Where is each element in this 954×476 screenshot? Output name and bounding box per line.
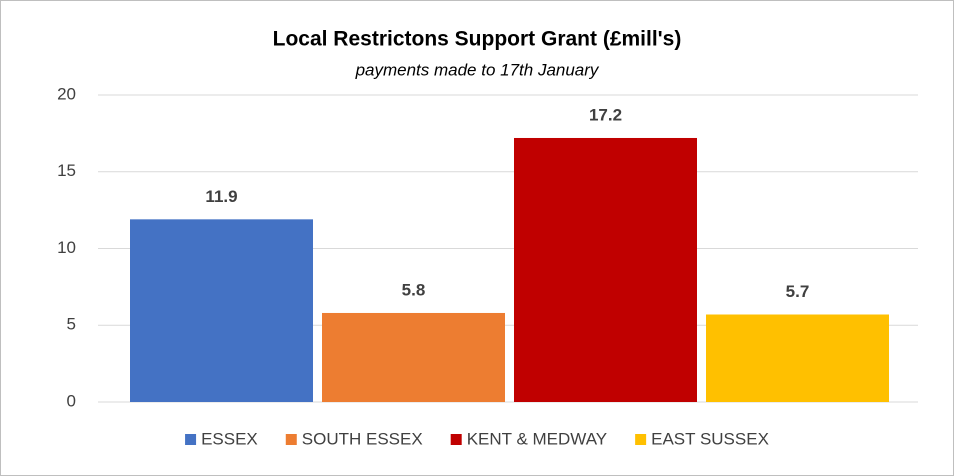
y-tick-label: 15 xyxy=(57,161,76,180)
data-label: 5.7 xyxy=(786,282,810,301)
bar xyxy=(706,314,889,402)
bar xyxy=(514,137,697,403)
legend-label: KENT & MEDWAY xyxy=(467,429,607,448)
y-tick-label: 5 xyxy=(67,315,76,334)
data-label: 17.2 xyxy=(589,105,622,124)
legend-label: ESSEX xyxy=(201,429,258,448)
legend-swatch xyxy=(185,434,197,445)
data-label: 5.8 xyxy=(402,280,426,299)
y-tick-label: 20 xyxy=(57,84,76,103)
bar xyxy=(130,219,313,402)
y-tick-label: 0 xyxy=(67,391,76,410)
bar xyxy=(322,312,505,402)
chart-subtitle: payments made to 17th January xyxy=(355,60,600,79)
legend-label: SOUTH ESSEX xyxy=(302,429,423,448)
chart-title: Local Restrictons Support Grant (£mill's… xyxy=(273,28,682,51)
legend-label: EAST SUSSEX xyxy=(651,429,769,448)
y-tick-label: 10 xyxy=(57,238,76,257)
legend-swatch xyxy=(450,434,462,445)
data-label: 11.9 xyxy=(205,187,237,206)
legend-swatch xyxy=(285,434,297,445)
legend-swatch xyxy=(635,434,647,445)
